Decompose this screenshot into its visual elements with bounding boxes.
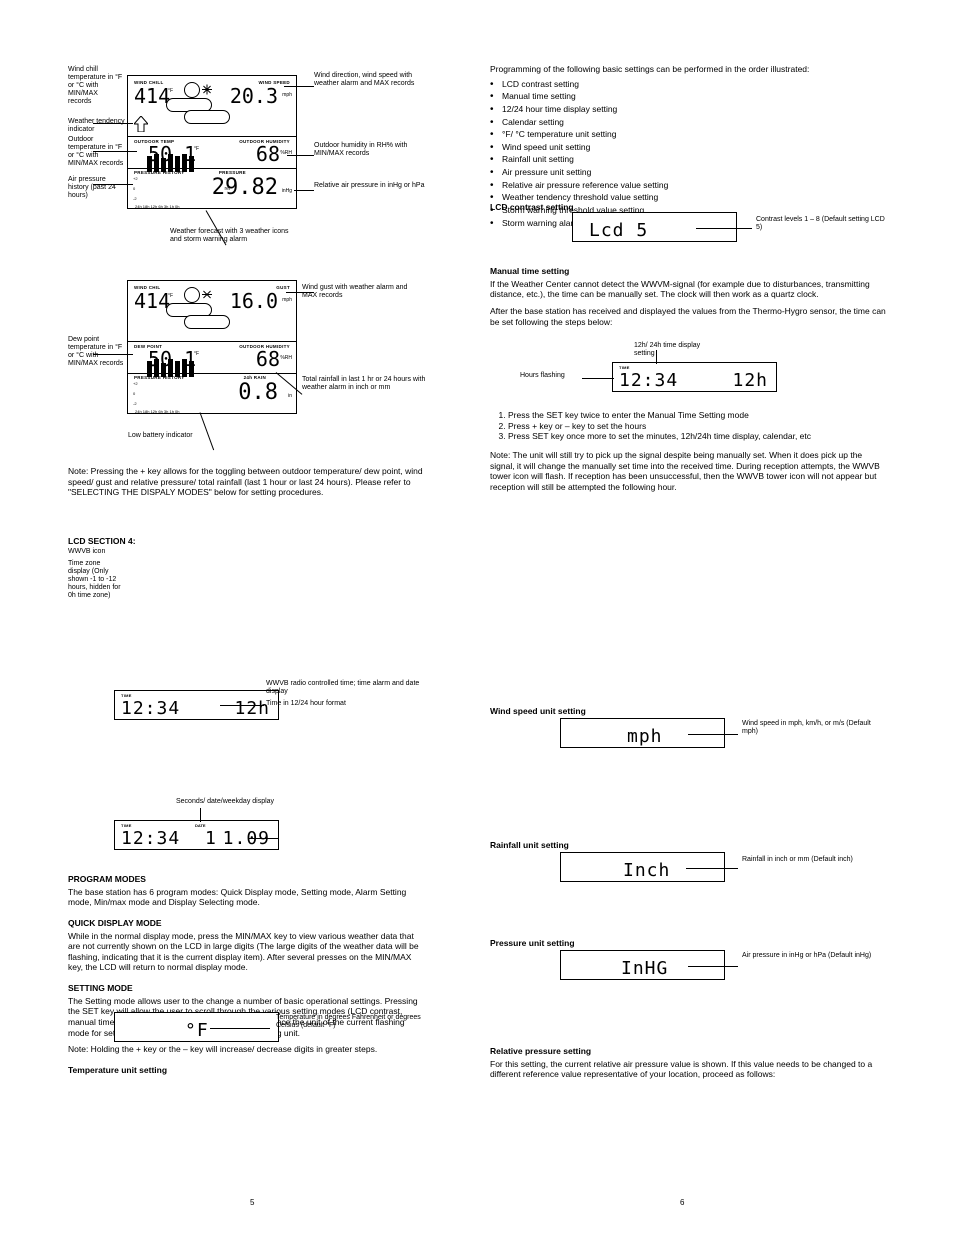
settings-list-item: Air pressure unit setting [490,167,886,178]
settings-list-item: 12/24 hour time display setting [490,104,886,115]
manual-time-steps: Press the SET key twice to enter the Man… [490,410,886,442]
manual-time-step: Press the SET key twice to enter the Man… [508,410,886,421]
manual-time-step: Press + key or – key to set the hours [508,421,886,432]
setting-mode-note: Note: Holding the + key or the – key wil… [68,1044,424,1055]
manual-time-p1: If the Weather Center cannot detect the … [490,279,886,300]
caption: Rainfall in inch or mm (Default inch) [742,856,886,864]
lcd-press-unit: InHG [560,950,725,980]
caption: 12h/ 24h time display setting [634,342,714,358]
rel-press-heading: Relative pressure setting [490,1046,886,1057]
caption: Time zone display (Only shown -1 to -12 … [68,560,122,600]
settings-list-item: Relative air pressure reference value se… [490,180,886,191]
lcd-contrast-display: Lcd 5 [572,212,737,242]
setting-mode-heading: SETTING MODE [68,983,424,994]
caption: Hours flashing [520,372,580,380]
settings-list-intro: Programming of the following basic setti… [490,64,886,75]
caption: Contrast levels 1 – 8 (Default setting L… [756,216,886,232]
caption: Outdoor temperature in °F or °C with MIN… [68,136,126,168]
lcd-tempunit: °F [114,1012,279,1042]
caption: Wind chill temperature in °F or °C with … [68,66,123,106]
caption: Total rainfall in last 1 hr or 24 hours … [302,376,428,392]
page-number-left: 5 [250,1198,254,1208]
caption: Low battery indicator [128,432,238,440]
settings-list-item: Manual time setting [490,91,886,102]
trend-arrow-icon [134,116,148,132]
tempunit-heading: Temperature unit setting [68,1065,424,1076]
caption: Weather forecast with 3 weather icons an… [170,228,300,244]
caption: WWVB radio controlled time; time alarm a… [266,680,426,696]
caption: Outdoor humidity in RH% with MIN/MAX rec… [314,142,426,158]
program-modes-intro: The base station has 6 program modes: Qu… [68,887,424,908]
caption: Dew point temperature in °F or °C with M… [68,336,126,368]
weather-panel-1: WIND CHILL 414 °F WIND SPEED 20.3 mph OU… [127,75,297,209]
caption: Relative air pressure in inHg or hPa [314,182,426,190]
manual-time-heading: Manual time setting [490,266,886,277]
page-number-right: 6 [680,1198,684,1208]
press-unit-heading: Pressure unit setting [490,938,890,949]
rel-press-body: For this setting, the current relative a… [490,1059,886,1080]
settings-list-item: LCD contrast setting [490,79,886,90]
manual-time-step: Press SET key once more to set the minut… [508,431,886,442]
lcd-manual-time: TIME 12:34 12h [612,362,777,392]
manual-time-note: Note: The unit will still try to pick up… [490,450,886,493]
lcd-wind-unit: mph [560,718,725,748]
caption: Seconds/ date/weekday display [176,798,296,806]
caption: Time in 12/24 hour format [266,700,426,708]
program-modes-heading: PROGRAM MODES [68,874,424,885]
lcd-time-b: TIME 12:34 DATE 1 1.09 [114,820,279,850]
caption: Air pressure in inHg or hPa (Default inH… [742,952,886,960]
caption: Temperature in degrees Fahrenheit or deg… [276,1014,426,1030]
lcd-rain-unit: Inch [560,852,725,882]
caption: Wind direction, wind speed with weather … [314,72,426,88]
caption: WWVB icon [68,548,122,556]
caption: Wind gust with weather alarm and MAX rec… [302,284,422,300]
rain-unit-heading: Rainfall unit setting [490,840,890,851]
quick-display-body: While in the normal display mode, press … [68,931,424,974]
settings-list-item: °F/ °C temperature unit setting [490,129,886,140]
caption: Wind speed in mph, km/h, or m/s (Default… [742,720,886,736]
settings-list-item: Wind speed unit setting [490,142,886,153]
settings-list-item: Rainfall unit setting [490,154,886,165]
caption: Air pressure history (past 24 hours) [68,176,126,200]
section4-heading: LCD SECTION 4: [68,536,428,547]
settings-list-item: Calendar setting [490,117,886,128]
manual-time-p2: After the base station has received and … [490,306,886,327]
weather-panel-2: WIND CHIL 414 °F GUST 16.0 mph DEW POINT… [127,280,297,414]
wind-unit-heading: Wind speed unit setting [490,706,890,717]
quick-display-heading: QUICK DISPLAY MODE [68,918,424,929]
caption: Weather tendency indicator [68,118,126,134]
display-note: Note: Pressing the + key allows for the … [68,464,428,500]
